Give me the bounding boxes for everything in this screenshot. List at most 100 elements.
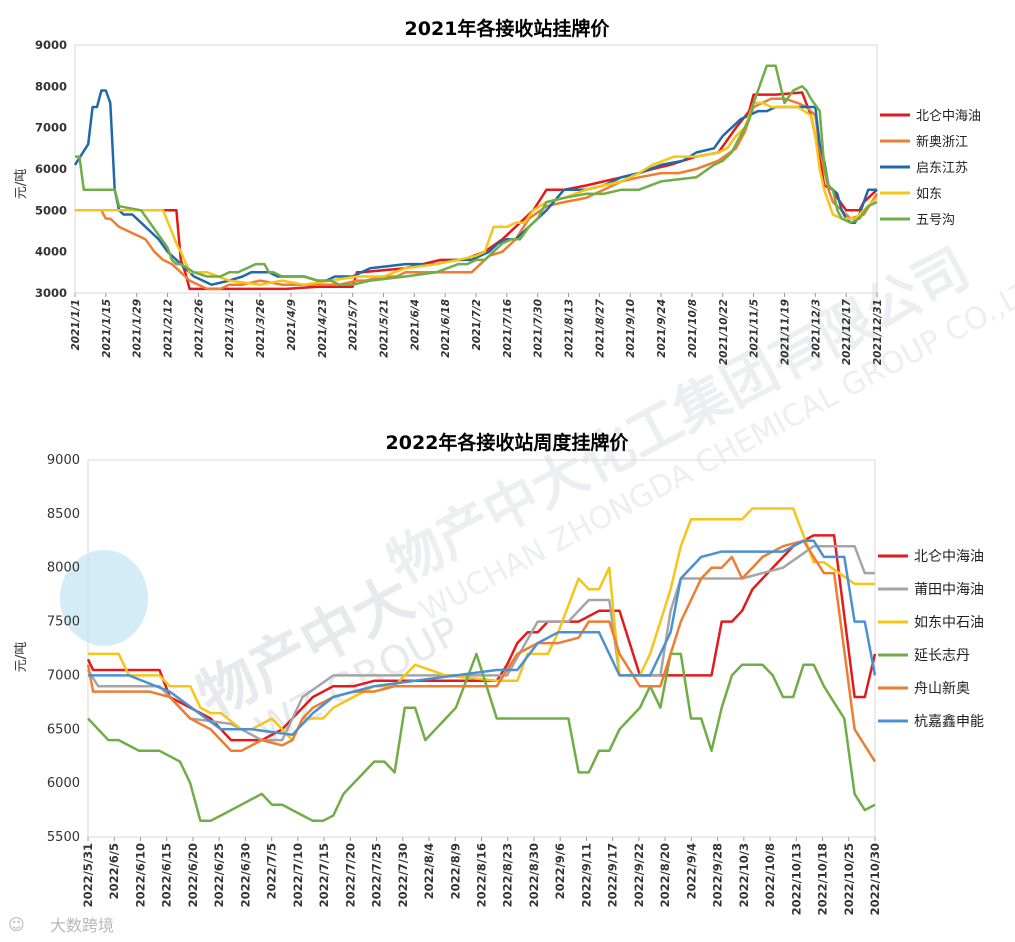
- legend-label: 北仑中海油: [916, 109, 981, 124]
- x-tick-label: 2021/11/5: [749, 299, 761, 358]
- x-tick-label: 2022/10/18: [816, 843, 830, 915]
- x-tick-label: 2022/8/16: [475, 843, 489, 907]
- x-tick-label: 2022/8/9: [448, 843, 462, 899]
- x-tick-label: 2021/2/26: [193, 299, 205, 358]
- y-tick-label: 3000: [35, 286, 67, 300]
- x-tick-label: 2021/7/16: [502, 299, 514, 358]
- y-tick-label: 9000: [35, 38, 67, 52]
- x-tick-label: 2022/10/25: [842, 843, 856, 915]
- x-tick-label: 2022/7/5: [265, 843, 279, 899]
- x-tick-label: 2022/9/17: [606, 843, 620, 907]
- y-tick-label: 6000: [35, 162, 67, 176]
- x-axis: 2021/1/1 2021/1/15 2021/1/29 2021/2/12 2021/…: [70, 293, 884, 365]
- series-line-4: [87, 652, 876, 823]
- legend-label: 北仑中海油: [914, 549, 984, 565]
- legend-label: 延长志丹: [914, 648, 970, 664]
- x-tick-label: 2021/1/29: [132, 299, 144, 358]
- x-tick-label: 2021/9/24: [656, 299, 668, 358]
- legend-label: 如东: [916, 186, 942, 202]
- legend-label: 莆田中海油: [914, 582, 984, 598]
- x-tick-label: 2022/10/30: [868, 843, 882, 915]
- x-tick-label: 2021/10/8: [687, 299, 699, 358]
- watermark: 物产中大 WZ GROUP 物产中大化工集团有限公司 WUCHAN ZHONGD…: [60, 236, 1015, 754]
- x-tick-label: 2022/9/28: [711, 843, 725, 907]
- x-tick-label: 2022/6/10: [133, 843, 147, 907]
- y-axis-label: 元/吨: [14, 642, 29, 672]
- legend-label: 启东江苏: [916, 160, 968, 176]
- x-tick-label: 2022/10/13: [789, 843, 803, 915]
- x-tick-label: 2022/6/20: [186, 843, 200, 907]
- x-tick-label: 2021/9/10: [625, 299, 637, 358]
- x-tick-label: 2022/8/23: [501, 843, 515, 907]
- x-tick-label: 2022/9/4: [684, 843, 698, 899]
- y-tick-label: 8000: [35, 79, 67, 93]
- x-tick-label: 2021/11/19: [779, 299, 791, 365]
- x-tick-label: 2021/8/27: [594, 298, 606, 358]
- x-tick-label: 2021/7/30: [533, 299, 545, 358]
- y-tick-label: 7000: [35, 121, 67, 135]
- y-tick-label: 8500: [47, 507, 80, 522]
- legend-label: 五号沟: [916, 213, 955, 228]
- y-tick-label: 4000: [35, 245, 67, 259]
- x-tick-label: 2021/7/2: [471, 299, 483, 351]
- series-line-1: [86, 534, 877, 742]
- chart-title: 2022年各接收站周度挂牌价: [386, 431, 630, 454]
- x-axis: 2022/5/31 2022/6/5 2022/6/10 2022/6/15 2022/…: [81, 837, 882, 915]
- series-line-6: [88, 539, 877, 736]
- x-tick-label: 2021/12/17: [841, 298, 853, 365]
- x-tick-label: 2022/7/10: [291, 843, 305, 907]
- x-tick-label: 2022/7/30: [396, 843, 410, 907]
- y-tick-label: 8000: [47, 561, 80, 576]
- legend-label: 杭嘉鑫申能: [914, 713, 984, 730]
- y-tick-label: 6500: [47, 722, 80, 737]
- y-tick-label: 5500: [47, 830, 80, 845]
- y-axis: 3000 4000 5000 6000 7000 8000 9000: [35, 38, 67, 300]
- x-tick-label: 2021/5/21: [378, 299, 390, 358]
- legend-label: 舟山新奥: [914, 680, 970, 697]
- legend-label: 如东中石油: [914, 615, 984, 631]
- corner-logo: ☺ 大数跨境: [8, 915, 114, 935]
- x-tick-label: 2022/9/6: [553, 843, 567, 899]
- y-tick-label: 7500: [47, 615, 80, 630]
- y-axis-label: 元/吨: [14, 169, 29, 199]
- series-line-5: [75, 64, 878, 286]
- x-tick-label: 2022/6/15: [160, 843, 174, 907]
- x-tick-label: 2021/4/23: [317, 299, 329, 358]
- watermark-cn-long: 物产中大化工集团有限公司: [378, 236, 980, 596]
- x-tick-label: 2022/9/22: [632, 843, 646, 907]
- y-axis: 5500 6000 6500 7000 7500 8000 8500 9000: [47, 453, 80, 845]
- chart-2021: 2021年各接收站挂牌价 元/吨 3000 4000 5000 6000 7000 800…: [14, 17, 981, 365]
- x-tick-label: 2022/6/30: [238, 843, 252, 907]
- x-tick-label: 2021/12/31: [872, 299, 884, 365]
- x-tick-label: 2021/6/4: [409, 299, 421, 351]
- x-tick-label: 2021/3/26: [255, 299, 267, 358]
- chart-2022: 2022年各接收站周度挂牌价 元/吨 5500 6000 6500 7000 7500 8…: [14, 431, 984, 915]
- x-tick-label: 2022/7/20: [343, 843, 357, 907]
- series-group: [86, 507, 877, 823]
- y-tick-label: 5000: [35, 203, 67, 217]
- x-tick-label: 2021/4/9: [286, 299, 298, 351]
- x-tick-label: 2022/10/3: [737, 843, 751, 907]
- y-tick-label: 7000: [47, 668, 80, 683]
- chart-title: 2021年各接收站挂牌价: [405, 17, 611, 40]
- x-tick-label: 2022/8/30: [527, 843, 541, 907]
- y-tick-label: 9000: [47, 453, 80, 468]
- x-tick-label: 2021/1/15: [101, 299, 113, 358]
- x-tick-label: 2022/8/20: [658, 843, 672, 907]
- x-tick-label: 2021/3/12: [224, 299, 236, 358]
- x-tick-label: 2021/12/3: [810, 299, 822, 358]
- legend-label: 新奥浙江: [916, 134, 968, 150]
- x-tick-label: 2022/5/31: [81, 843, 95, 907]
- x-tick-label: 2022/9/11: [579, 843, 593, 907]
- x-tick-label: 2021/2/12: [163, 299, 175, 358]
- watermark-logo: [60, 550, 148, 646]
- x-tick-label: 2021/10/22: [718, 299, 730, 365]
- x-tick-label: 2022/8/4: [422, 843, 436, 899]
- logo-icon: ☺: [8, 915, 25, 934]
- x-tick-label: 2021/8/13: [564, 299, 576, 358]
- x-tick-label: 2022/6/5: [107, 843, 121, 899]
- logo-text: 大数跨境: [50, 916, 114, 935]
- x-tick-label: 2022/7/15: [317, 843, 331, 907]
